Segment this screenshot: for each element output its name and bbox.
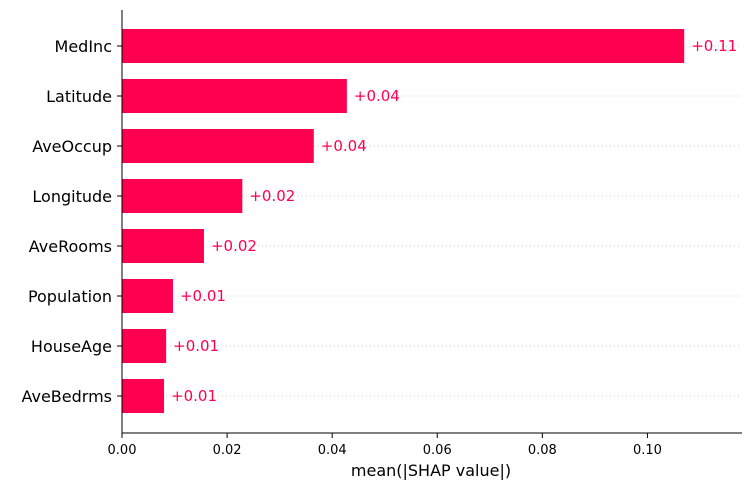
- bar-value-label: +0.02: [211, 237, 257, 255]
- bar-value-labels: +0.11 +0.04 +0.04 +0.02 +0.02 +0.01 +0.01 +0.01: [171, 37, 737, 405]
- bar-medinc: [122, 29, 685, 63]
- category-label: Latitude: [46, 87, 112, 106]
- x-tick-label: 0.04: [318, 443, 347, 458]
- bar-avebedrms: [122, 379, 165, 413]
- bar-value-label: +0.01: [180, 287, 226, 305]
- category-label: AveRooms: [29, 237, 112, 256]
- category-label: AveBedrms: [21, 387, 112, 406]
- bar-value-label: +0.04: [354, 87, 400, 105]
- bar-value-label: +0.01: [173, 337, 219, 355]
- bar-aveoccup: [122, 129, 314, 163]
- category-labels: MedInc Latitude AveOccup Longitude AveRooms P…: [21, 37, 112, 406]
- bar-value-label: +0.04: [321, 137, 367, 155]
- category-label: AveOccup: [32, 137, 112, 156]
- bar-averooms: [122, 229, 204, 263]
- bar-value-label: +0.11: [691, 37, 737, 55]
- x-axis-title: mean(|SHAP value|): [351, 461, 511, 480]
- x-tick-label: 0.06: [423, 443, 452, 458]
- bar-longitude: [122, 179, 243, 213]
- x-ticks: 0.00 0.02 0.04 0.06 0.08 0.10: [108, 433, 662, 458]
- x-tick-label: 0.10: [633, 443, 662, 458]
- category-label: HouseAge: [31, 337, 112, 356]
- category-label: Population: [28, 287, 112, 306]
- category-label: Longitude: [32, 187, 112, 206]
- x-tick-label: 0.00: [108, 443, 137, 458]
- bars: [122, 29, 685, 413]
- category-label: MedInc: [55, 37, 112, 56]
- bar-value-label: +0.01: [171, 387, 217, 405]
- x-tick-label: 0.08: [528, 443, 557, 458]
- bar-value-label: +0.02: [249, 187, 295, 205]
- x-tick-label: 0.02: [213, 443, 242, 458]
- bar-houseage: [122, 329, 167, 363]
- bar-latitude: [122, 79, 347, 113]
- axes: [117, 10, 742, 434]
- bar-population: [122, 279, 173, 313]
